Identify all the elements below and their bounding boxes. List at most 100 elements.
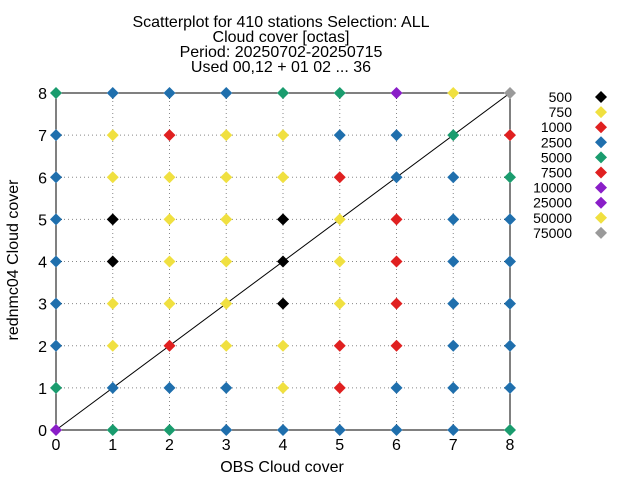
- scatter-point: [504, 255, 516, 268]
- legend-label: 75000: [533, 225, 572, 241]
- scatter-point: [504, 87, 516, 99]
- scatter-point: [504, 129, 516, 142]
- scatter-point: [106, 171, 119, 184]
- legend-label: 500: [549, 89, 573, 105]
- legend-label: 2500: [541, 134, 572, 150]
- scatter-point: [390, 381, 403, 394]
- scatter-point: [447, 424, 460, 436]
- x-tick-label: 0: [52, 437, 61, 454]
- scatter-point: [163, 129, 176, 142]
- scatter-point: [163, 171, 176, 184]
- scatter-point: [163, 381, 176, 394]
- scatter-point: [333, 297, 346, 310]
- scatter-point: [277, 213, 289, 226]
- scatter-point: [390, 87, 403, 99]
- legend-marker: [595, 166, 607, 179]
- scatter-point: [50, 339, 62, 352]
- scatter-point: [277, 297, 289, 310]
- x-tick-label: 3: [222, 437, 231, 454]
- scatter-point: [447, 213, 460, 226]
- scatter-point: [220, 213, 233, 226]
- scatter-point: [163, 339, 176, 352]
- scatter-point: [220, 297, 233, 310]
- legend-marker: [595, 106, 607, 119]
- y-axis-label: rednmc04 Cloud cover: [5, 179, 22, 341]
- scatter-point: [277, 339, 289, 352]
- x-tick-label: 6: [392, 437, 401, 454]
- scatter-point: [50, 255, 62, 268]
- y-tick-label: 7: [38, 128, 47, 145]
- scatter-point: [504, 424, 516, 436]
- scatter-point: [106, 339, 119, 352]
- scatter-point: [333, 213, 346, 226]
- title-line-4: Used 00,12 + 01 02 ... 36: [191, 59, 371, 76]
- y-tick-label: 4: [38, 255, 47, 272]
- legend-marker: [595, 211, 607, 224]
- title-line-1: Scatterplot for 410 stations Selection: …: [132, 14, 429, 31]
- scatter-point: [163, 213, 176, 226]
- scatter-point: [50, 129, 62, 142]
- scatter-point: [277, 171, 289, 184]
- scatter-point: [220, 171, 233, 184]
- x-tick-label: 2: [165, 437, 174, 454]
- scatter-point: [220, 129, 233, 142]
- y-tick-label: 2: [38, 339, 47, 356]
- x-tick-label: 1: [108, 437, 117, 454]
- scatter-point: [106, 297, 119, 310]
- legend-label: 1000: [541, 119, 572, 135]
- scatter-point: [390, 297, 403, 310]
- scatter-point: [163, 255, 176, 268]
- scatter-point: [447, 255, 460, 268]
- scatter-point: [220, 87, 233, 99]
- legend-marker: [595, 226, 607, 239]
- scatter-point: [106, 255, 119, 268]
- scatter-point: [50, 424, 62, 436]
- scatter-point: [504, 297, 516, 310]
- scatter-point: [447, 381, 460, 394]
- title-line-3: Period: 20250702-20250715: [180, 44, 383, 61]
- x-tick-label: 5: [335, 437, 344, 454]
- scatter-point: [333, 424, 346, 436]
- scatter-point: [277, 424, 289, 436]
- scatter-points: [50, 87, 516, 436]
- y-tick-label: 6: [38, 170, 47, 187]
- scatter-point: [390, 255, 403, 268]
- y-tick-label: 0: [38, 423, 47, 440]
- legend-label: 50000: [533, 210, 572, 226]
- chart-title: Scatterplot for 410 stations Selection: …: [132, 14, 429, 76]
- scatter-point: [50, 381, 62, 394]
- scatter-point: [106, 87, 119, 99]
- scatter-point: [163, 297, 176, 310]
- scatter-point: [220, 424, 233, 436]
- x-tick-label: 8: [506, 437, 515, 454]
- scatter-point: [220, 381, 233, 394]
- scatter-point: [277, 381, 289, 394]
- legend-marker: [595, 91, 607, 103]
- scatter-point: [447, 339, 460, 352]
- scatter-point: [390, 171, 403, 184]
- scatter-point: [333, 255, 346, 268]
- scatter-point: [50, 213, 62, 226]
- scatter-point: [333, 171, 346, 184]
- scatter-point: [50, 171, 62, 184]
- legend: 5007501000250050007500100002500050000750…: [533, 89, 607, 241]
- legend-marker: [595, 136, 607, 149]
- scatter-point: [50, 87, 62, 99]
- scatter-point: [504, 381, 516, 394]
- scatter-point: [106, 129, 119, 142]
- scatter-point: [333, 87, 346, 99]
- scatter-point: [50, 297, 62, 310]
- scatter-point: [333, 381, 346, 394]
- scatter-point: [390, 424, 403, 436]
- scatter-point: [390, 213, 403, 226]
- x-tick-label: 4: [279, 437, 288, 454]
- legend-marker: [595, 151, 607, 164]
- y-tick-label: 8: [38, 86, 47, 103]
- scatter-point: [277, 87, 289, 99]
- scatter-point: [504, 339, 516, 352]
- scatter-point: [106, 381, 119, 394]
- legend-marker: [595, 121, 607, 134]
- legend-marker: [595, 181, 607, 194]
- legend-label: 5000: [541, 149, 572, 165]
- scatter-point: [333, 129, 346, 142]
